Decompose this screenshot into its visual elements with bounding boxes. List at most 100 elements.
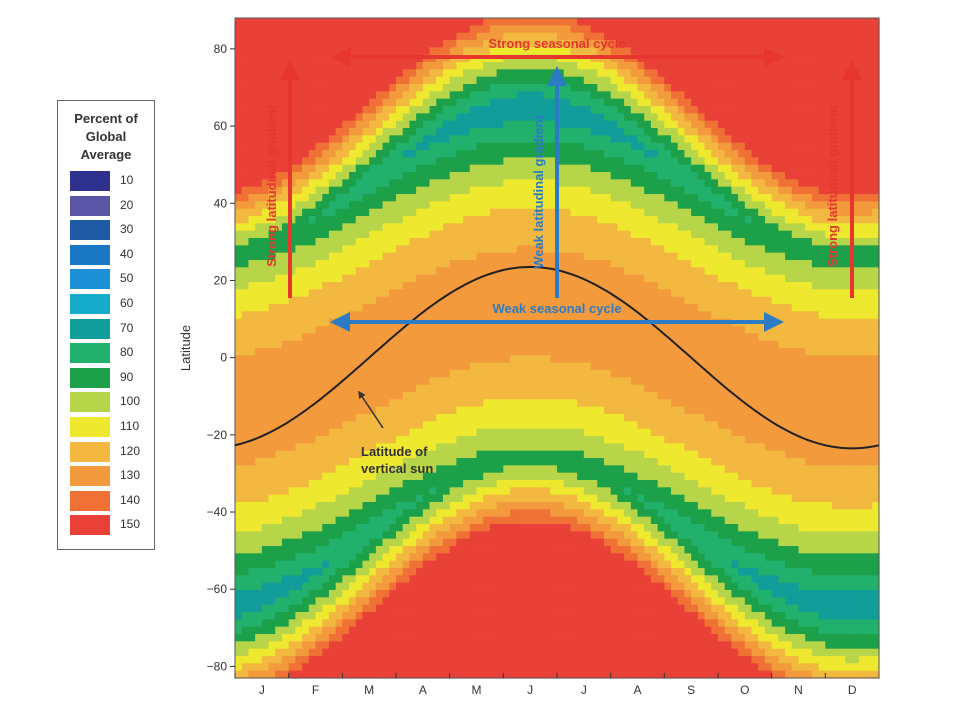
heatmap-cell bbox=[375, 597, 384, 606]
heatmap-cell bbox=[315, 399, 323, 408]
heatmap-cell bbox=[255, 626, 263, 635]
heatmap-cell bbox=[536, 40, 545, 48]
heatmap-cell bbox=[489, 230, 498, 239]
heatmap-cell bbox=[396, 516, 404, 525]
heatmap-cell bbox=[510, 201, 518, 210]
heatmap-cell bbox=[597, 245, 605, 254]
heatmap-cell bbox=[349, 553, 357, 562]
heatmap-cell bbox=[583, 252, 592, 261]
heatmap-cell bbox=[463, 582, 471, 591]
heatmap-cell bbox=[530, 62, 538, 70]
heatmap-cell bbox=[281, 18, 290, 26]
heatmap-cell bbox=[583, 91, 592, 100]
heatmap-cell bbox=[456, 377, 464, 386]
heatmap-cell bbox=[235, 186, 243, 195]
heatmap-cell bbox=[369, 106, 377, 114]
heatmap-cell bbox=[308, 201, 317, 210]
heatmap-cell bbox=[342, 531, 350, 540]
heatmap-cell bbox=[308, 516, 317, 525]
heatmap-cell bbox=[295, 436, 303, 444]
heatmap-cell bbox=[275, 216, 283, 224]
heatmap-cell bbox=[409, 509, 417, 518]
heatmap-cell bbox=[369, 597, 377, 606]
heatmap-cell bbox=[335, 377, 343, 386]
heatmap-cell bbox=[530, 245, 538, 254]
legend-item: 40 bbox=[70, 244, 154, 265]
heatmap-cell bbox=[369, 465, 377, 474]
heatmap-cell bbox=[281, 626, 290, 635]
heatmap-cell bbox=[248, 186, 256, 195]
heatmap-cell bbox=[369, 560, 377, 569]
heatmap-cell bbox=[261, 179, 270, 188]
heatmap-cell bbox=[577, 32, 585, 41]
heatmap-cell bbox=[255, 384, 263, 393]
heatmap-cell bbox=[369, 509, 377, 518]
heatmap-cell bbox=[557, 568, 565, 576]
heatmap-cell bbox=[268, 612, 276, 620]
heatmap-cell bbox=[261, 443, 270, 452]
heatmap-cell bbox=[476, 597, 484, 606]
heatmap-cell bbox=[409, 40, 417, 48]
heatmap-cell bbox=[536, 370, 545, 378]
heatmap-cell bbox=[328, 245, 337, 254]
heatmap-cell bbox=[597, 406, 605, 415]
heatmap-cell bbox=[563, 472, 572, 481]
heatmap-cell bbox=[483, 238, 491, 246]
heatmap-cell bbox=[516, 91, 525, 100]
heatmap-cell bbox=[510, 69, 518, 78]
heatmap-cell bbox=[503, 120, 511, 129]
heatmap-cell bbox=[570, 604, 578, 613]
heatmap-cell bbox=[389, 274, 397, 283]
heatmap-cell bbox=[503, 40, 511, 48]
heatmap-cell bbox=[563, 267, 572, 276]
heatmap-cell bbox=[349, 421, 357, 430]
heatmap-cell bbox=[570, 69, 578, 78]
heatmap-cell bbox=[308, 135, 317, 144]
heatmap-cell bbox=[530, 604, 538, 613]
heatmap-cell bbox=[328, 612, 337, 620]
heatmap-cell bbox=[469, 568, 478, 576]
heatmap-cell bbox=[570, 157, 578, 166]
heatmap-cell bbox=[422, 157, 431, 166]
heatmap-cell bbox=[288, 157, 296, 166]
heatmap-cell bbox=[268, 318, 276, 327]
heatmap-cell bbox=[281, 406, 290, 415]
heatmap-cell bbox=[288, 76, 296, 85]
heatmap-cell bbox=[302, 560, 310, 569]
heatmap-cell bbox=[442, 524, 451, 532]
heatmap-cell bbox=[597, 509, 605, 518]
heatmap-cell bbox=[436, 289, 444, 298]
heatmap-cell bbox=[268, 18, 276, 26]
heatmap-cell bbox=[308, 267, 317, 276]
heatmap-cell bbox=[362, 575, 370, 584]
heatmap-cell bbox=[235, 311, 243, 320]
heatmap-cell bbox=[496, 487, 504, 496]
heatmap-cell bbox=[342, 480, 350, 488]
heatmap-cell bbox=[416, 113, 424, 122]
heatmap-cell bbox=[436, 201, 444, 210]
heatmap-cell bbox=[281, 582, 290, 591]
heatmap-cell bbox=[322, 230, 330, 239]
heatmap-cell bbox=[322, 626, 330, 635]
heatmap-cell bbox=[308, 157, 317, 166]
heatmap-cell bbox=[335, 612, 343, 620]
heatmap-cell bbox=[463, 289, 471, 298]
heatmap-cell bbox=[375, 223, 384, 232]
heatmap-cell bbox=[442, 494, 451, 503]
heatmap-cell bbox=[355, 443, 364, 452]
heatmap-cell bbox=[590, 472, 598, 481]
heatmap-cell bbox=[396, 494, 404, 503]
heatmap-cell bbox=[281, 194, 290, 202]
heatmap-cell bbox=[476, 128, 484, 136]
heatmap-cell bbox=[302, 128, 310, 136]
heatmap-cell bbox=[295, 98, 303, 107]
heatmap-cell bbox=[530, 546, 538, 554]
heatmap-cell bbox=[436, 69, 444, 78]
heatmap-cell bbox=[523, 84, 531, 92]
heatmap-cell bbox=[261, 142, 270, 151]
heatmap-cell bbox=[543, 480, 551, 488]
heatmap-cell bbox=[335, 18, 343, 26]
heatmap-cell bbox=[261, 494, 270, 503]
heatmap-cell bbox=[382, 436, 390, 444]
heatmap-cell bbox=[342, 582, 350, 591]
